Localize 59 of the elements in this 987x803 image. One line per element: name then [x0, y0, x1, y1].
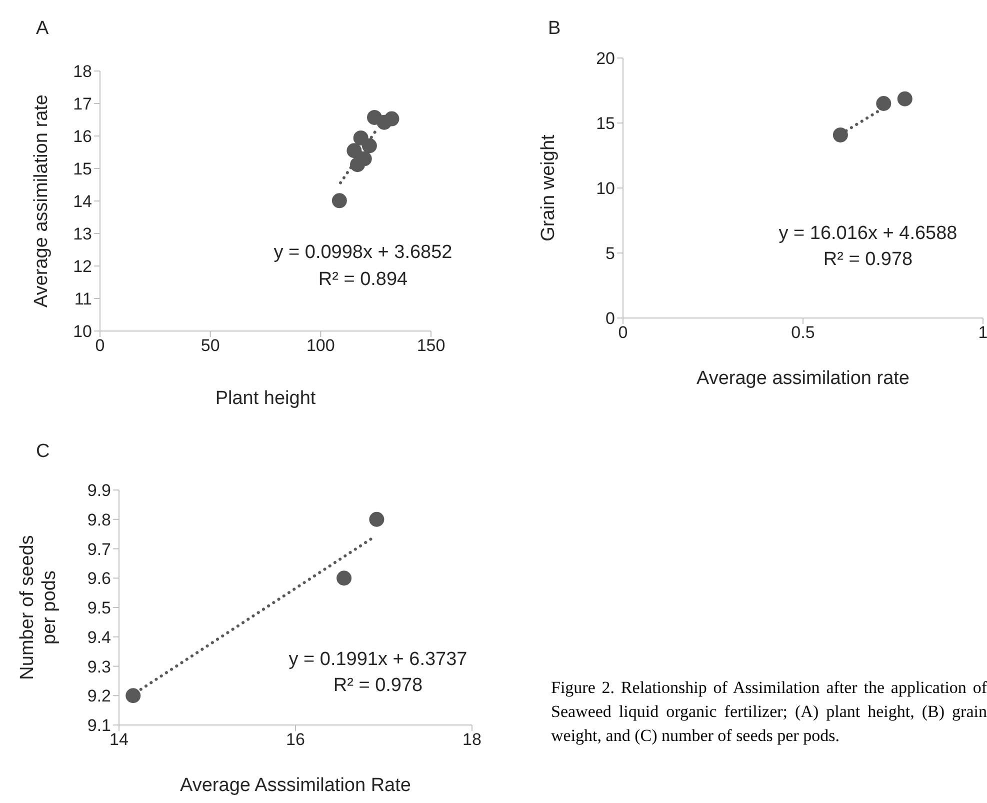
y-tick-label: 15 [596, 114, 615, 134]
y-axis-title: Number of seeds per pods [17, 535, 60, 680]
y-tick-label: 16 [73, 127, 92, 146]
y-tick-label: 0 [606, 309, 615, 328]
y-tick-label: 10 [596, 179, 615, 198]
y-tick-label: 9.5 [87, 598, 111, 618]
point [336, 570, 352, 586]
y-tick-label: 11 [74, 290, 92, 309]
annotation: R² = 0.894 [317, 268, 409, 292]
point [346, 143, 362, 158]
y-tick-label: 9.2 [87, 686, 111, 706]
annotation: y = 0.1991x + 6.3737 [288, 648, 468, 672]
y-tick-label: 10 [73, 322, 92, 342]
y-tick-label: 9.8 [87, 510, 111, 530]
y-tick-label: 9.9 [87, 481, 111, 500]
x-axis-title: Plant height [215, 388, 316, 409]
x-tick-label: 150 [416, 336, 446, 356]
annotation: R² = 0.978 [822, 248, 914, 272]
point [356, 151, 372, 166]
x-tick-label: 50 [200, 336, 220, 356]
y-tick-label: 15 [73, 160, 92, 179]
point [369, 512, 384, 527]
point [897, 91, 912, 106]
annotation: y = 0.0998x + 3.6852 [272, 241, 454, 265]
y-tick-label: 13 [73, 224, 92, 244]
x-tick-label: 16 [286, 730, 305, 750]
y-tick-label: 9.3 [87, 657, 111, 676]
x-tick-label: 100 [306, 336, 335, 356]
y-tick-label: 9.7 [87, 540, 111, 559]
y-tick-label: 9.1 [87, 716, 111, 736]
point [832, 127, 848, 142]
x-tick-label: 1 [978, 323, 987, 342]
x-tick-label: 14 [110, 730, 128, 750]
point [126, 688, 141, 704]
y-tick-label: 14 [73, 192, 92, 212]
chart-title: B [548, 18, 561, 40]
point [332, 193, 347, 208]
y-axis-title: Grain weight [538, 134, 559, 242]
y-tick-label: 17 [73, 94, 92, 114]
y-axis-title: Average assimilation rate [31, 94, 52, 308]
y-tick-label: 9.4 [87, 628, 111, 647]
y-tick-label: 5 [606, 244, 615, 264]
x-axis-title: Average assimilation rate [696, 368, 910, 389]
point [876, 96, 892, 111]
y-tick-label: 12 [73, 257, 92, 276]
caption: Figure 2. Relationship of Assimilation after the application of Seaweed liquid organic fertilizer; (A) plant height, (B) grain weight, and (C) number of seeds per pods. [551, 677, 987, 747]
chart-title: A [36, 18, 49, 40]
y-tick-label: 18 [73, 62, 92, 82]
x-tick-label: 0 [618, 323, 628, 342]
y-tick-label: 20 [596, 49, 615, 68]
chart-title: C [36, 441, 50, 463]
annotation: R² = 0.978 [332, 674, 424, 698]
y-tick-label: 9.6 [87, 569, 111, 588]
point [384, 111, 400, 126]
x-axis-title: Average Asssimilation Rate [180, 775, 411, 796]
annotation: y = 16.016x + 4.6588 [778, 222, 958, 246]
x-tick-label: 0.5 [791, 323, 815, 342]
point [362, 138, 377, 154]
x-tick-label: 18 [462, 730, 482, 750]
